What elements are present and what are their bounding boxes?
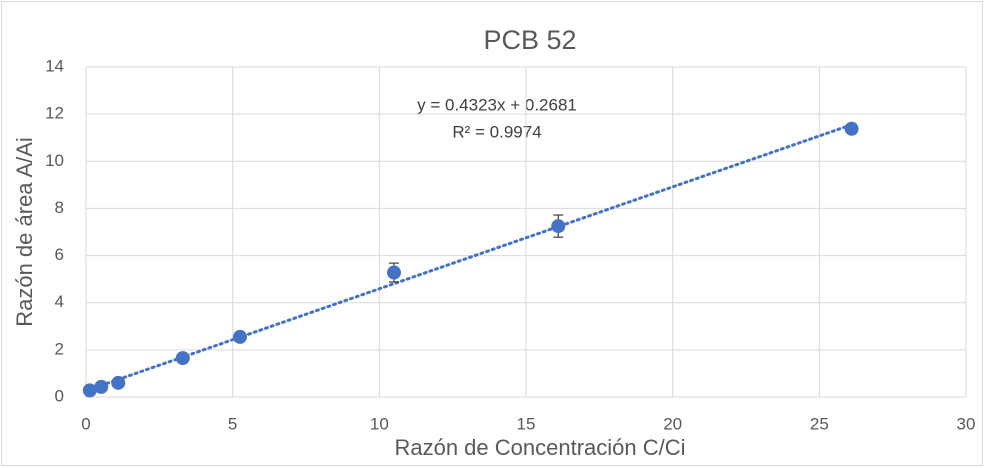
x-tick-label: 15 — [517, 414, 536, 433]
x-axis-label: Razón de Concentración C/Ci — [394, 435, 685, 460]
y-tick-label: 2 — [55, 339, 64, 358]
trendline-equation: y = 0.4323x + 0.2681 — [417, 95, 577, 114]
x-tick-label: 20 — [663, 414, 682, 433]
y-tick-label: 12 — [45, 104, 64, 123]
point — [175, 351, 190, 366]
x-tick-label: 25 — [810, 414, 829, 433]
point — [844, 121, 859, 136]
chart-title: PCB 52 — [483, 25, 576, 55]
point — [111, 375, 126, 390]
y-axis-label: Razón de área A/Ai — [12, 137, 37, 327]
point — [551, 219, 566, 234]
point — [94, 379, 109, 394]
y-tick-label: 10 — [45, 151, 64, 170]
point — [82, 383, 97, 398]
r-squared: R² = 0.9974 — [452, 122, 541, 141]
y-tick-label: 4 — [55, 292, 64, 311]
x-tick-label: 5 — [228, 414, 237, 433]
y-tick-label: 0 — [55, 386, 64, 405]
x-tick-label: 10 — [370, 414, 389, 433]
y-tick-label: 14 — [45, 56, 64, 75]
y-tick-label: 8 — [55, 198, 64, 217]
trendline — [88, 123, 854, 391]
x-tick-label: 0 — [81, 414, 90, 433]
point — [387, 265, 401, 280]
x-tick-label: 30 — [957, 414, 976, 433]
point — [233, 329, 247, 344]
y-tick-label: 6 — [55, 245, 64, 264]
